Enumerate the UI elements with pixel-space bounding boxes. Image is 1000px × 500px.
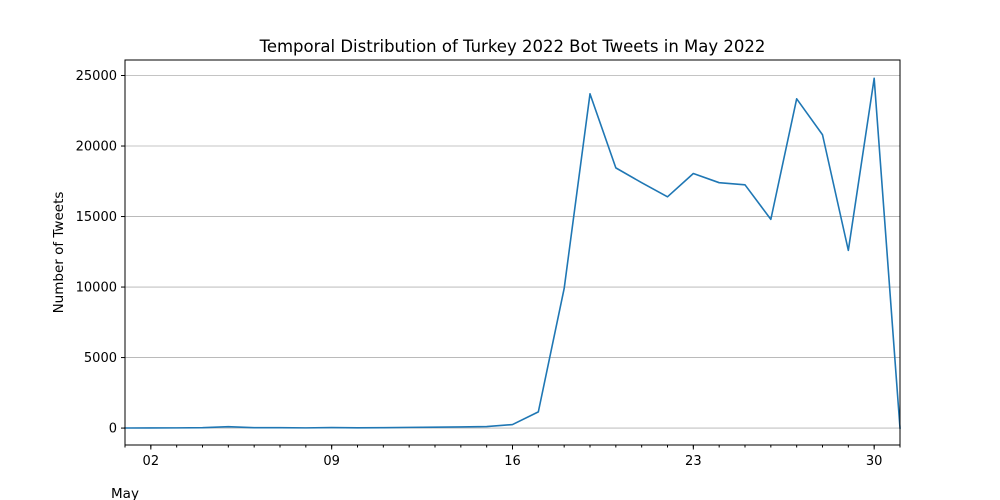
x-axis-label: May: [111, 486, 139, 500]
x-tick-label: 30: [866, 454, 883, 469]
x-tick-label: 02: [143, 454, 160, 469]
y-tick-label: 0: [109, 422, 117, 437]
x-tick-label: 16: [504, 454, 521, 469]
y-tick-label: 5000: [84, 351, 117, 366]
x-tick-label: 23: [685, 454, 702, 469]
y-axis-label: Number of Tweets: [51, 192, 67, 314]
y-tick-label: 15000: [76, 210, 117, 225]
x-tick-label: 09: [323, 454, 340, 469]
y-tick-label: 25000: [76, 69, 117, 84]
chart-title: Temporal Distribution of Turkey 2022 Bot…: [259, 37, 766, 56]
plot-frame: [124, 59, 901, 446]
axes: 0 5000 10000 15000 20000 25000 02 09 16 23 30: [76, 59, 901, 469]
y-tick-label: 20000: [76, 140, 117, 155]
y-tick-label: 10000: [76, 281, 117, 296]
